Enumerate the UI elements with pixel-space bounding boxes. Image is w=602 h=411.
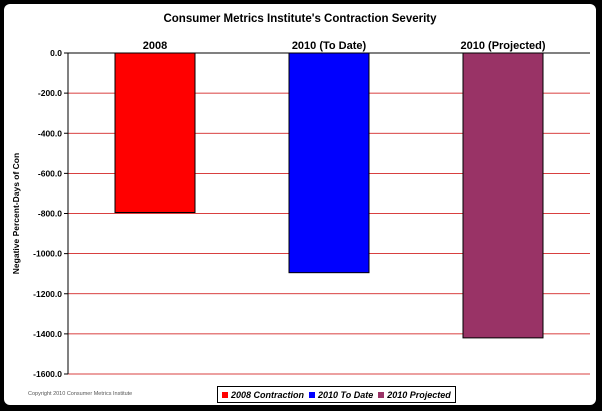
legend-label-2010-to-date: 2010 To Date	[318, 389, 374, 400]
legend-item-2010-to-date: 2010 To Date	[309, 390, 373, 400]
legend-swatch-2008	[222, 391, 228, 398]
chart-plot: 0.0 -200.0 -400.0 -600.0 -800.0 -1000.0 -1200.…	[11, 40, 590, 379]
y-tick-label: -1000.0	[33, 249, 62, 259]
bar-3	[462, 52, 544, 339]
y-tick-label: -800.0	[38, 209, 62, 219]
chart-frame: Consumer Metrics Institute's Contraction…	[4, 4, 596, 405]
copyright-text: Copyright 2010 Consumer Metrics Institut…	[28, 391, 133, 397]
legend-label-2010-projected: 2010 Projected	[387, 389, 451, 400]
y-tick-label: -600.0	[38, 168, 62, 178]
bar-1	[114, 52, 196, 213]
y-tick-label: -400.0	[38, 128, 62, 138]
chart-title: Consumer Metrics Institute's Contraction…	[163, 13, 437, 25]
legend-item-2008: 2008 Contraction	[222, 390, 304, 400]
chart-legend: 2008 Contraction 2010 To Date 2010 Proje…	[217, 386, 456, 403]
legend-swatch-2010-projected	[378, 391, 385, 398]
category-label: 2010 (Projected)	[461, 40, 546, 52]
category-label: 2008	[143, 40, 167, 52]
y-axis-label: Negative Percent-Days of Con	[11, 153, 21, 274]
legend-item-2010-projected: 2010 Projected	[378, 390, 451, 400]
y-tick-label: 0.0	[50, 48, 62, 58]
legend-swatch-2010-to-date	[309, 391, 316, 398]
y-tick-label: -1200.0	[33, 289, 62, 299]
bar-2	[288, 52, 370, 274]
y-tick-label: -200.0	[38, 88, 62, 98]
category-label: 2010 (To Date)	[292, 40, 367, 52]
legend-label-2008: 2008 Contraction	[231, 389, 305, 400]
y-tick-label: -1600.0	[33, 369, 62, 379]
y-tick-label: -1400.0	[33, 329, 62, 339]
